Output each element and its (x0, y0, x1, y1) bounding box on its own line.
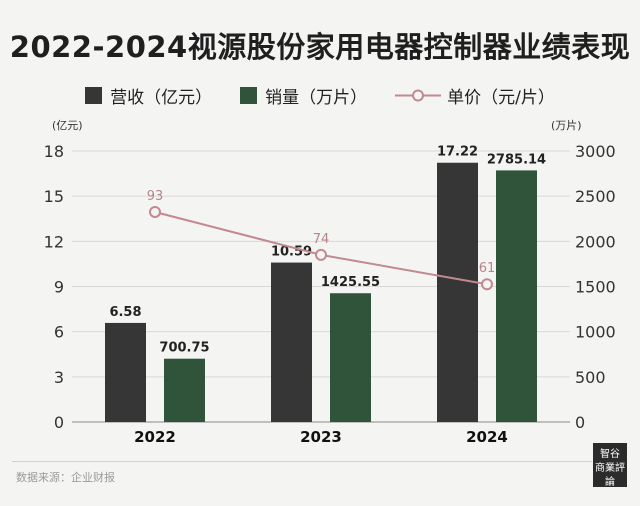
source-note: 数据来源：企业财报 (16, 471, 115, 484)
legend: 营收（亿元） 销量（万片） 单价（元/片） (0, 83, 640, 108)
data-label-revenue: 17.22 (437, 145, 478, 160)
bar-sales (496, 170, 537, 422)
data-label-price: 61 (479, 261, 496, 276)
brand-stamp: 智谷 商業評論 (593, 443, 627, 488)
bar-revenue (437, 162, 478, 422)
right-tick-label: 2500 (575, 187, 616, 206)
right-tick-label: 0 (575, 413, 585, 432)
price-point (149, 205, 161, 218)
left-tick-label: 6 (54, 323, 64, 342)
legend-swatch-sales (240, 87, 258, 104)
x-tick-label: 2023 (300, 428, 342, 446)
bar-revenue (105, 322, 146, 422)
brand-stamp-line2: 商業評論 (595, 463, 625, 488)
data-label-sales: 700.75 (159, 341, 209, 356)
legend-label-revenue: 营收（亿元） (110, 88, 213, 108)
data-label-sales: 2785.14 (487, 152, 546, 167)
data-label-revenue: 10.59 (271, 245, 312, 260)
legend-label-price: 单价（元/片） (447, 88, 555, 108)
legend-item-sales: 销量（万片） (240, 83, 367, 108)
right-axis-unit: (万片) (551, 119, 582, 132)
data-label-price: 74 (313, 232, 330, 247)
price-point (481, 278, 493, 291)
legend-label-sales: 销量（万片） (265, 88, 368, 108)
left-tick-label: 15 (44, 187, 64, 206)
bar-sales (164, 358, 205, 422)
brand-stamp-line1: 智谷 (600, 449, 620, 460)
right-tick-label: 500 (575, 368, 606, 387)
x-tick-label: 2022 (134, 428, 176, 446)
bar-sales (330, 293, 371, 422)
left-tick-label: 0 (54, 413, 64, 432)
data-label-sales: 1425.55 (321, 275, 380, 290)
left-axis-unit: (亿元) (52, 119, 83, 132)
left-tick-label: 12 (44, 232, 64, 251)
data-label-revenue: 6.58 (109, 305, 141, 320)
x-tick-label: 2024 (466, 428, 508, 446)
chart-title: 2022-2024视源股份家用电器控制器业绩表现 (9, 30, 631, 64)
left-tick-label: 18 (44, 142, 64, 161)
right-tick-label: 1000 (575, 323, 616, 342)
price-point (315, 248, 327, 261)
legend-item-price: 单价（元/片） (395, 83, 555, 108)
left-tick-label: 3 (54, 368, 64, 387)
legend-swatch-revenue (85, 87, 103, 104)
legend-item-revenue: 营收（亿元） (85, 83, 212, 108)
right-tick-label: 1500 (575, 278, 616, 297)
left-tick-label: 9 (54, 278, 64, 297)
right-tick-label: 2000 (575, 232, 616, 251)
bar-revenue (271, 262, 312, 422)
right-tick-label: 3000 (575, 142, 616, 161)
legend-line-marker-price (395, 89, 442, 102)
footer-divider (12, 461, 592, 462)
data-label-price: 93 (147, 189, 164, 204)
